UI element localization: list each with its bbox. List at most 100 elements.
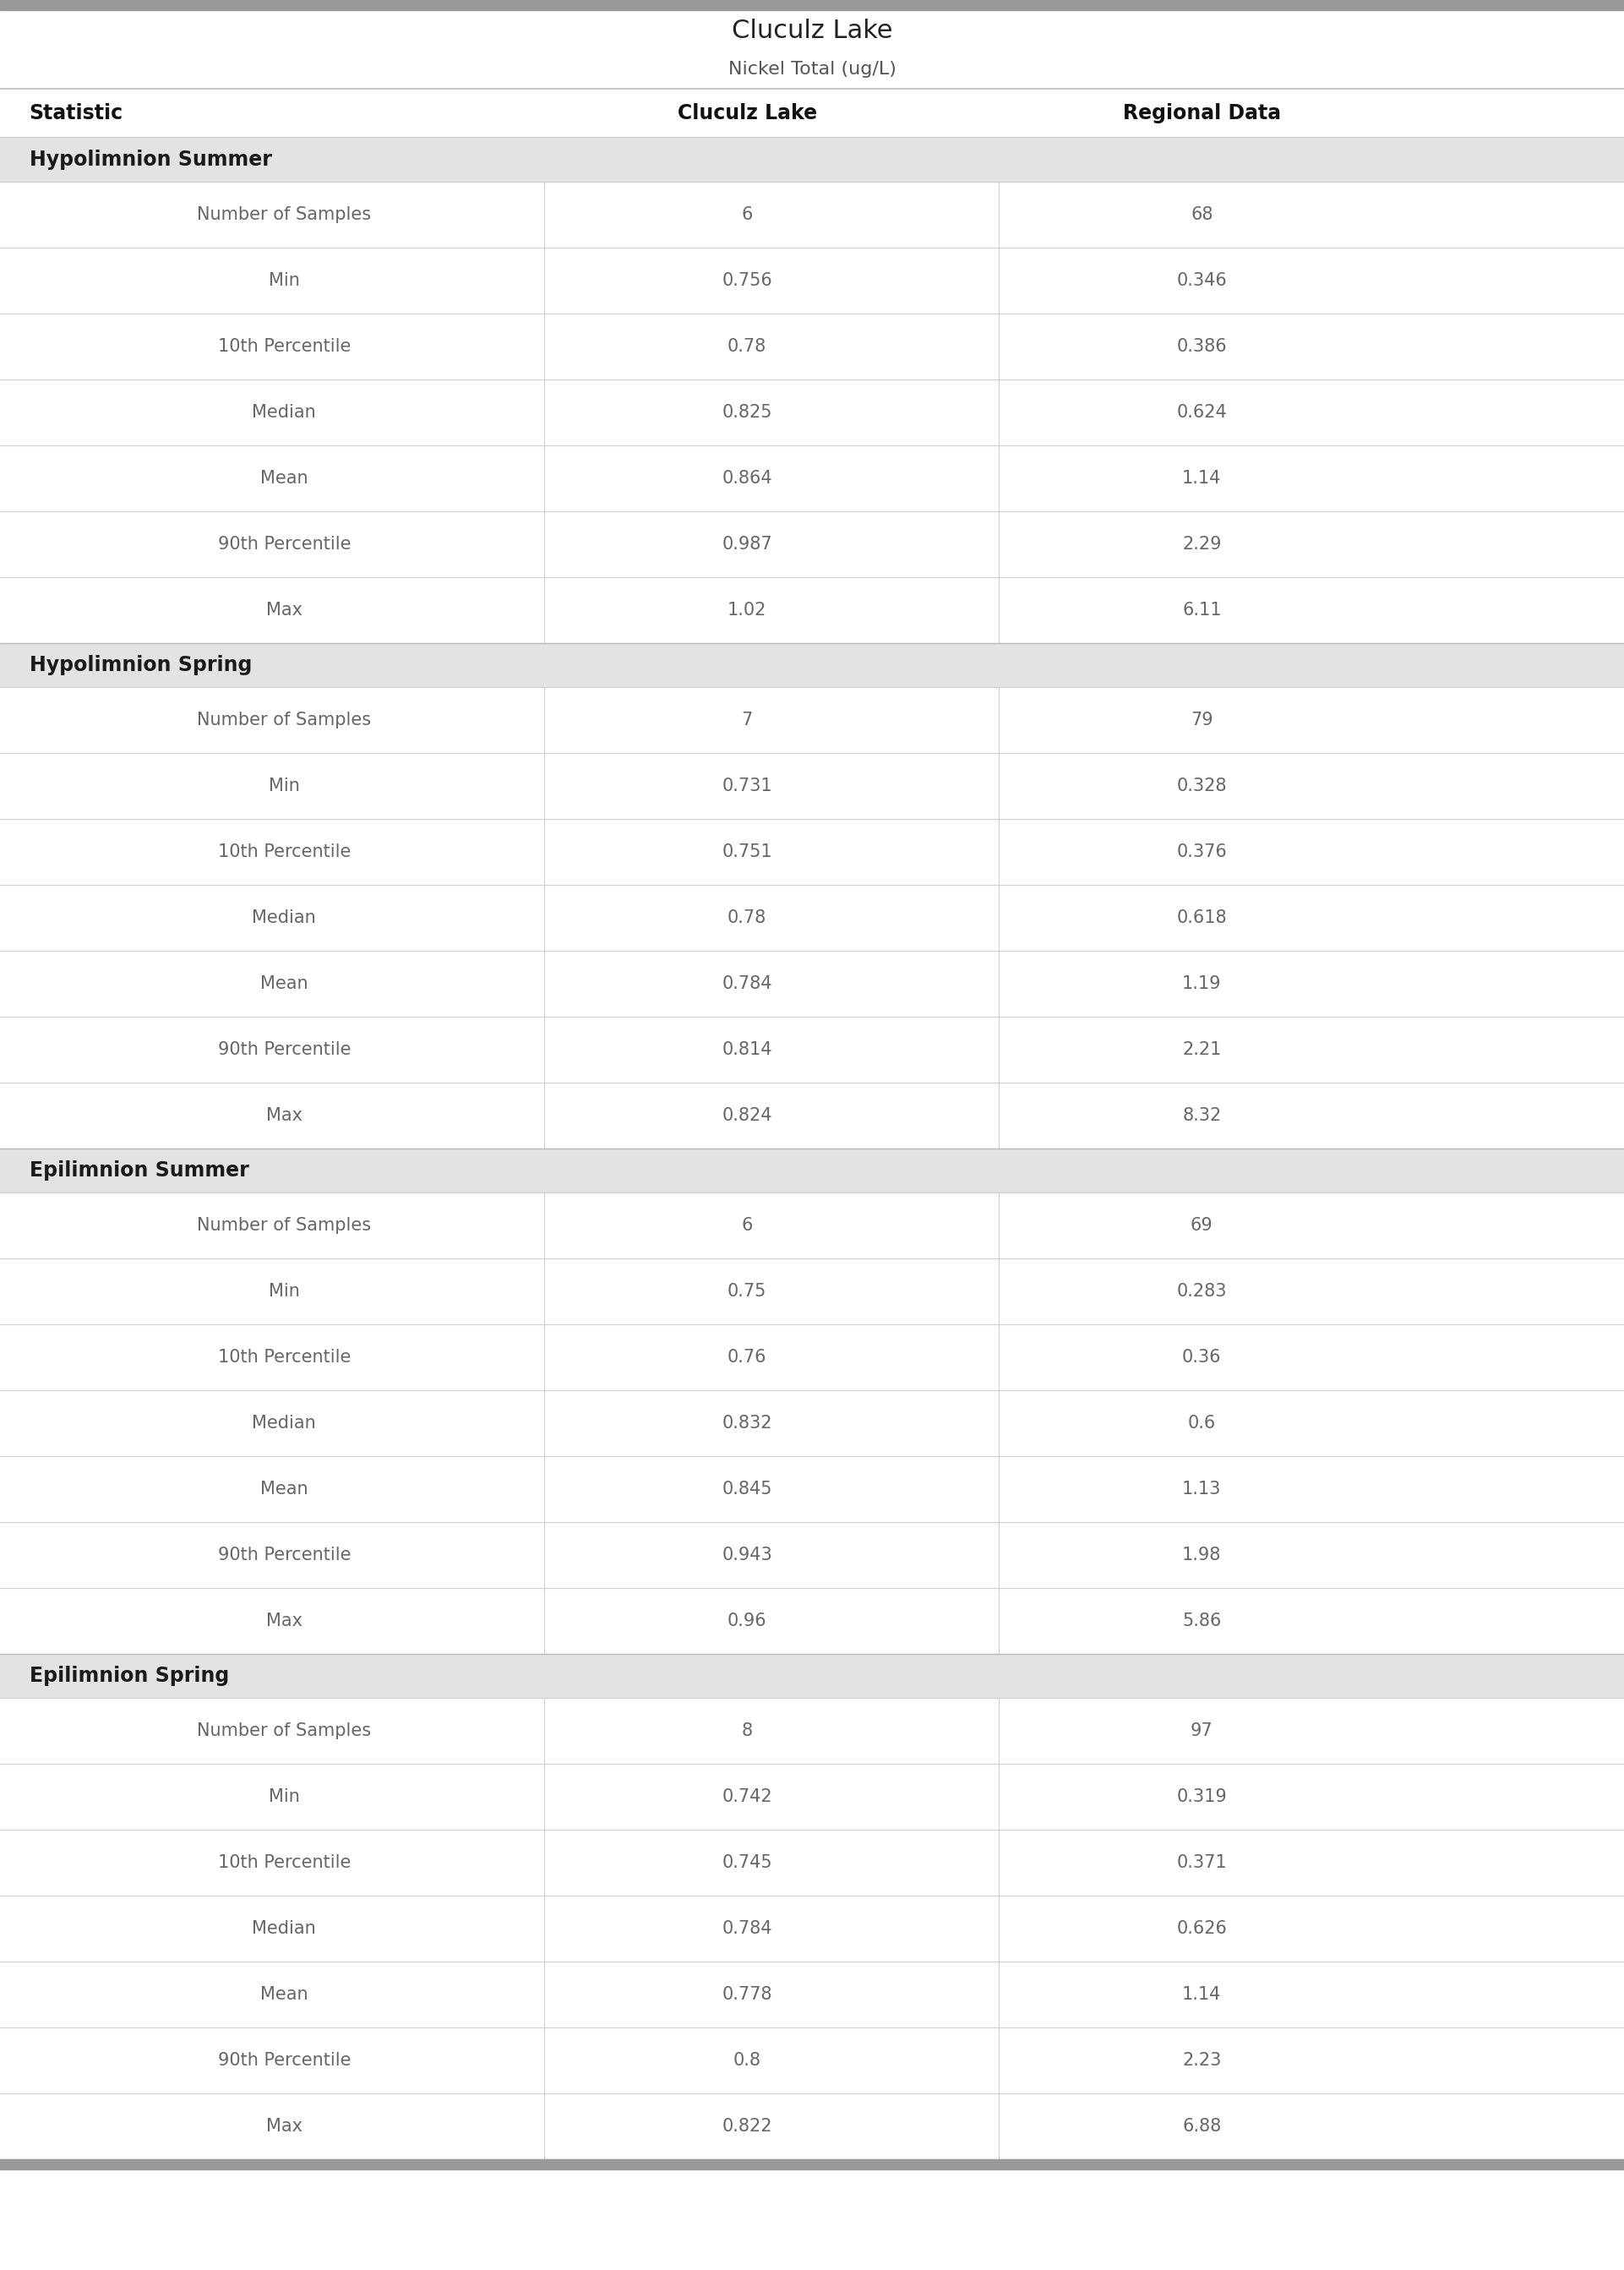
Text: 0.618: 0.618: [1176, 910, 1228, 926]
Text: Min: Min: [268, 779, 300, 794]
Bar: [0, 1389, 1624, 1455]
Text: Epilimnion Spring: Epilimnion Spring: [29, 1666, 229, 1687]
Text: 0.75: 0.75: [728, 1283, 767, 1301]
Text: 0.784: 0.784: [723, 976, 771, 992]
Bar: [0, 688, 1624, 754]
Text: 0.814: 0.814: [723, 1042, 771, 1058]
Bar: [0, 885, 1624, 951]
Text: Regional Data: Regional Data: [1122, 104, 1281, 125]
Text: 10th Percentile: 10th Percentile: [218, 844, 351, 860]
Text: Epilimnion Summer: Epilimnion Summer: [29, 1160, 248, 1180]
Bar: [0, 1764, 1624, 1830]
Text: 2.29: 2.29: [1182, 536, 1221, 552]
Text: Max: Max: [266, 1108, 302, 1124]
Text: 0.346: 0.346: [1176, 272, 1228, 288]
Text: Median: Median: [252, 404, 317, 420]
Text: 90th Percentile: 90th Percentile: [218, 2052, 351, 2068]
Text: Max: Max: [266, 1612, 302, 1630]
Bar: [0, 2093, 1624, 2159]
Text: 69: 69: [1190, 1217, 1213, 1235]
Text: Max: Max: [266, 602, 302, 620]
Text: 10th Percentile: 10th Percentile: [218, 1855, 351, 1870]
Text: Statistic: Statistic: [29, 104, 123, 125]
Text: 0.756: 0.756: [721, 272, 773, 288]
Text: Hypolimnion Summer: Hypolimnion Summer: [29, 150, 271, 170]
Text: Min: Min: [268, 1283, 300, 1301]
Bar: [0, 1017, 1624, 1083]
Text: 0.845: 0.845: [723, 1480, 771, 1498]
Bar: [0, 1455, 1624, 1523]
Text: 0.8: 0.8: [732, 2052, 762, 2068]
Text: 0.283: 0.283: [1177, 1283, 1226, 1301]
Text: Min: Min: [268, 1789, 300, 1805]
Text: Cluculz Lake: Cluculz Lake: [677, 104, 817, 125]
Bar: [0, 1523, 1624, 1589]
Text: 5.86: 5.86: [1182, 1612, 1221, 1630]
Bar: [0, 754, 1624, 819]
Text: 0.943: 0.943: [721, 1546, 773, 1564]
Text: 97: 97: [1190, 1723, 1213, 1739]
Text: 90th Percentile: 90th Percentile: [218, 536, 351, 552]
Bar: [0, 577, 1624, 642]
Text: 10th Percentile: 10th Percentile: [218, 1348, 351, 1367]
Text: 0.76: 0.76: [728, 1348, 767, 1367]
Text: 1.02: 1.02: [728, 602, 767, 620]
Text: Mean: Mean: [260, 976, 309, 992]
Bar: [0, 9, 1624, 89]
Bar: [0, 2027, 1624, 2093]
Bar: [0, 0, 1624, 9]
Text: Hypolimnion Spring: Hypolimnion Spring: [29, 656, 252, 674]
Bar: [0, 1698, 1624, 1764]
Text: 0.825: 0.825: [723, 404, 771, 420]
Bar: [0, 445, 1624, 511]
Bar: [0, 89, 1624, 138]
Text: Mean: Mean: [260, 1480, 309, 1498]
Text: Number of Samples: Number of Samples: [197, 1723, 372, 1739]
Text: 0.745: 0.745: [721, 1855, 773, 1870]
Text: 0.96: 0.96: [728, 1612, 767, 1630]
Text: 1.19: 1.19: [1182, 976, 1221, 992]
Text: 0.822: 0.822: [723, 2118, 771, 2134]
Text: 0.624: 0.624: [1176, 404, 1228, 420]
Text: 2.23: 2.23: [1182, 2052, 1221, 2068]
Text: 0.731: 0.731: [721, 779, 773, 794]
Text: 0.832: 0.832: [723, 1414, 771, 1432]
Text: 0.36: 0.36: [1182, 1348, 1221, 1367]
Text: 0.626: 0.626: [1176, 1920, 1228, 1936]
Text: 6.11: 6.11: [1182, 602, 1221, 620]
Bar: [0, 313, 1624, 379]
Text: 6: 6: [742, 1217, 752, 1235]
Bar: [0, 138, 1624, 182]
Bar: [0, 379, 1624, 445]
Text: Mean: Mean: [260, 470, 309, 486]
Text: 79: 79: [1190, 711, 1213, 729]
Text: 0.78: 0.78: [728, 910, 767, 926]
Text: 7: 7: [742, 711, 752, 729]
Text: 0.751: 0.751: [721, 844, 773, 860]
Text: 0.6: 0.6: [1187, 1414, 1216, 1432]
Text: Median: Median: [252, 1414, 317, 1432]
Text: Number of Samples: Number of Samples: [197, 711, 372, 729]
Bar: [0, 511, 1624, 577]
Bar: [0, 2159, 1624, 2170]
Bar: [0, 1655, 1624, 1698]
Bar: [0, 819, 1624, 885]
Bar: [0, 182, 1624, 247]
Text: Mean: Mean: [260, 1986, 309, 2002]
Text: 0.371: 0.371: [1176, 1855, 1228, 1870]
Bar: [0, 1323, 1624, 1389]
Text: 8: 8: [742, 1723, 752, 1739]
Bar: [0, 1083, 1624, 1149]
Text: 10th Percentile: 10th Percentile: [218, 338, 351, 354]
Text: 90th Percentile: 90th Percentile: [218, 1042, 351, 1058]
Bar: [0, 247, 1624, 313]
Text: 6.88: 6.88: [1182, 2118, 1221, 2134]
Text: 0.824: 0.824: [723, 1108, 771, 1124]
Text: Cluculz Lake: Cluculz Lake: [731, 18, 893, 43]
Text: Number of Samples: Number of Samples: [197, 1217, 372, 1235]
Text: 0.778: 0.778: [723, 1986, 771, 2002]
Bar: [0, 1830, 1624, 1895]
Text: 68: 68: [1190, 207, 1213, 222]
Text: 0.78: 0.78: [728, 338, 767, 354]
Text: 0.328: 0.328: [1177, 779, 1226, 794]
